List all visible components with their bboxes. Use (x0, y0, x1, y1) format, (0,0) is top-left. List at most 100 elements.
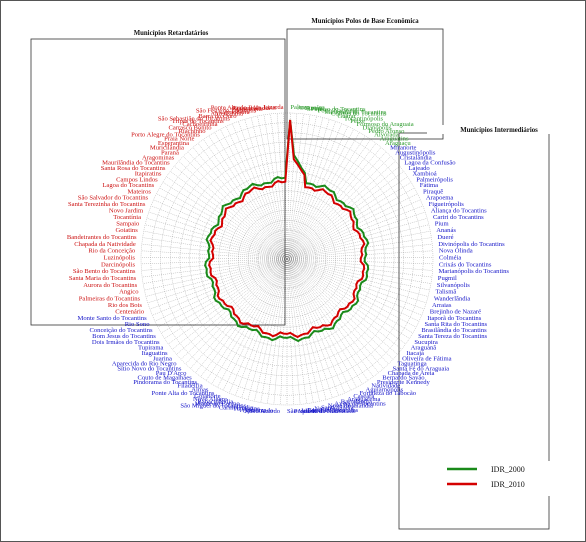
grid-ring (257, 229, 317, 289)
municipality-label: Lizarda (263, 104, 283, 111)
municipality-label: Aliança do Tocantins (431, 207, 487, 214)
municipality-label: Santa Rosa do Tocantins (101, 165, 166, 172)
municipality-label: Recursolândia (232, 105, 270, 112)
municipality-label: Pugmil (438, 275, 457, 282)
grid-spoke (185, 258, 288, 365)
municipality-label: São Sebastião do Tocantins (158, 115, 231, 122)
grid-ring (170, 142, 404, 376)
grid-spoke (241, 258, 288, 398)
grid-spoke (286, 258, 333, 398)
municipality-label: Praia Norte (164, 136, 194, 143)
municipality-label: Crixás do Tocantins (439, 261, 492, 268)
municipality-label: Miranorte (390, 145, 416, 152)
municipality-label: Lavandeira (220, 109, 250, 116)
municipality-label: Axixá do Tocantins (334, 401, 386, 408)
municipality-label: Sampaio (116, 221, 140, 228)
municipality-label: Nova Rosalândia (328, 403, 373, 410)
municipality-label: Miracema do Tocantins (324, 109, 386, 116)
group-bracket (30, 38, 286, 326)
municipality-label: Marianópolis do Tocantins (439, 268, 510, 275)
municipality-label: Rio Sono (125, 321, 150, 328)
grid-spoke (183, 156, 288, 260)
grid-spoke (220, 129, 288, 260)
grid-spoke (286, 258, 430, 291)
municipality-label: Itacajá (406, 350, 424, 357)
grid-spoke (286, 135, 366, 260)
municipality-label: Goianorte (194, 393, 220, 400)
grid-spoke (152, 258, 288, 316)
grid-spoke (147, 258, 288, 304)
municipality-label: Palmeirópolis (416, 176, 453, 183)
municipality-label: Luzinópolis (103, 255, 135, 262)
grid-spoke (166, 176, 288, 260)
grid-spoke (286, 258, 294, 405)
grid-spoke (286, 237, 432, 260)
grid-spoke (286, 205, 424, 260)
municipality-label: Brasilândia do Tocantins (421, 327, 487, 334)
municipality-label: Brejinho de Nazaré (430, 308, 481, 315)
grid-spoke (286, 126, 348, 260)
municipality-label: Angico (119, 289, 139, 296)
municipality-label: Goiatins (115, 227, 138, 234)
municipality-label: Xambioá (413, 171, 437, 178)
municipality-label: Riachinho (178, 128, 206, 135)
municipality-label: São Salvador do Tocantins (78, 195, 149, 202)
municipality-label: Monte Santo do Tocantins (77, 315, 147, 322)
municipality-label: Lagoa do Tocantins (102, 182, 154, 189)
grid-spoke (286, 258, 389, 365)
grid-spoke (140, 257, 288, 260)
municipality-label: Novo Jardim (109, 207, 144, 214)
municipality-label: Lagoa da Confusão (404, 160, 456, 167)
grid-spoke (280, 258, 288, 405)
grid-spoke (168, 258, 288, 345)
municipality-label: Monte do Carmo (195, 401, 241, 408)
municipality-label: Cariri do Tocantins (433, 214, 484, 221)
grid-spoke (270, 113, 288, 260)
municipality-label: Mateiros (128, 188, 152, 195)
municipality-label: Dueré (437, 234, 453, 241)
municipality-label: Darcinópolis (101, 261, 135, 268)
municipality-label: Filadélfia (177, 383, 202, 390)
municipality-label: Formoso do Araguaia (357, 121, 414, 128)
grid-spoke (286, 258, 398, 355)
municipality-label: Almas (191, 386, 209, 393)
group-bracket (286, 28, 444, 140)
municipality-label: Santa Terezinha do Tocantins (68, 201, 146, 208)
municipality-label: Fátima (420, 182, 438, 189)
grid-spoke (286, 258, 327, 400)
municipality-label: Porto Nacional (318, 107, 358, 114)
grid-spoke (286, 143, 377, 260)
municipality-label: Cachoeirinha (182, 121, 217, 128)
municipality-label: Fortaleza do Tabocão (360, 390, 417, 397)
municipality-label: Piraquê (423, 188, 443, 195)
grid-spoke (286, 211, 426, 260)
grid-spoke (286, 258, 410, 339)
grid-spoke (211, 258, 288, 385)
grid-spoke (286, 258, 314, 403)
grid-spoke (150, 205, 288, 260)
grid-spoke (143, 258, 288, 284)
grid-spoke (170, 171, 288, 260)
municipality-label: Sandolândia (321, 404, 354, 411)
grid-spoke (286, 258, 406, 345)
municipality-label: Ananás (436, 227, 456, 234)
municipality-label: Pium (435, 221, 450, 228)
grid-spoke (244, 119, 288, 260)
grid-spoke (159, 187, 288, 260)
grid-spoke (153, 199, 288, 260)
grid-spoke (286, 258, 402, 350)
municipality-label: Pequizeiro (294, 408, 323, 415)
grid-spoke (286, 132, 360, 260)
grid-spoke (205, 258, 288, 381)
series-idr-2010 (208, 119, 366, 339)
grid-spoke (144, 258, 288, 291)
grid-spoke (286, 258, 394, 360)
grid-spoke (286, 187, 415, 260)
grid-ring (179, 151, 395, 367)
municipality-label: Paranã (161, 149, 179, 156)
municipality-label: Barrolândia (341, 398, 372, 405)
grid-spoke (156, 193, 288, 260)
grid-spoke (286, 258, 369, 381)
grid-spoke (286, 230, 431, 260)
